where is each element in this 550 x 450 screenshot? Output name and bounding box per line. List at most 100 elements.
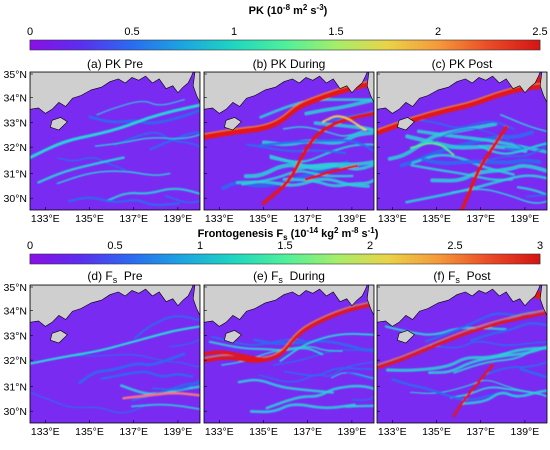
lat-label: 30°N <box>4 193 27 205</box>
map-panel-c <box>376 71 548 211</box>
map-panel-f <box>376 284 548 424</box>
lon-label: 133°E <box>205 426 234 438</box>
lon-label: 137°E <box>466 213 495 225</box>
lat-label: 32°N <box>4 142 27 154</box>
longitude-labels-bottom: 133°E 135°E 137°E 139°E 133°E 135°E 137°E 139°E… <box>31 426 539 438</box>
land-corner <box>366 285 374 316</box>
front-filament <box>237 378 334 394</box>
lat-label: 31°N <box>4 168 27 180</box>
colorbar-tick-label: 1 <box>231 26 237 38</box>
front-filament <box>221 160 350 190</box>
front-filament <box>282 126 374 137</box>
front-filament <box>504 140 547 152</box>
map-panel-e <box>203 284 375 424</box>
front-filament <box>257 138 374 153</box>
front-filament <box>377 311 547 370</box>
colorbar-tick-label: 0 <box>27 240 33 252</box>
front-filament <box>409 379 540 395</box>
map-panel-b <box>203 71 375 211</box>
front-filament <box>30 325 200 365</box>
land-japan <box>377 285 541 327</box>
front-filament <box>68 353 200 368</box>
land-island <box>224 330 242 344</box>
colorbar-fs: Frontogenesis Fs (10-14 kg2 m-8 s-1) 0 0.… <box>27 226 543 265</box>
lon-label: 139°E <box>511 213 540 225</box>
colorbar-tick-label: 2 <box>435 26 441 38</box>
panel-c-title: (c) PK Post <box>432 57 493 71</box>
land-island <box>50 117 68 131</box>
front-filament <box>149 131 200 151</box>
front-filament <box>482 145 547 162</box>
front-filaments <box>30 98 200 207</box>
front-filament <box>106 187 200 202</box>
front-filament <box>525 194 547 198</box>
front-filament <box>460 389 547 406</box>
front-filament <box>377 82 547 131</box>
front-filaments <box>377 74 547 210</box>
latitude-labels-bottom: 35°N 34°N 33°N 32°N 31°N 30°N <box>4 282 27 418</box>
lon-label: 135°E <box>75 213 104 225</box>
front-filament <box>391 378 520 401</box>
front-filament <box>304 98 374 116</box>
front-filament <box>169 338 200 348</box>
lon-label: 139°E <box>511 426 540 438</box>
lon-label: 133°E <box>378 426 407 438</box>
map-panels <box>29 71 548 424</box>
map-panel-a-field <box>30 72 200 210</box>
lat-label: 35°N <box>4 282 27 294</box>
land-japan <box>30 285 194 327</box>
front-filament <box>497 346 547 358</box>
front-filament <box>469 322 547 342</box>
colorbar-pk-title: PK (10-8 m2 s-3) <box>249 3 328 17</box>
land-corner <box>366 72 374 103</box>
lon-label: 139°E <box>338 213 367 225</box>
land-japan <box>204 285 368 327</box>
front-filament <box>30 392 150 414</box>
map-frame <box>376 71 548 211</box>
front-filament <box>204 350 266 362</box>
land-island <box>397 117 415 131</box>
front-filament <box>460 125 508 210</box>
front-filament <box>241 170 354 186</box>
lon-label: 137°E <box>119 213 148 225</box>
front-filament <box>484 361 547 376</box>
lon-label: 133°E <box>205 213 234 225</box>
front-filament <box>246 143 347 155</box>
lat-label: 32°N <box>4 355 27 367</box>
front-filament <box>261 111 374 205</box>
land-corner <box>192 285 200 316</box>
colorbar-tick-label: 2 <box>367 240 373 252</box>
map-panel-c-field <box>377 72 547 210</box>
panel-d-title: (d) Fs Pre <box>87 269 143 285</box>
front-filament <box>478 142 547 155</box>
front-filament <box>279 332 374 362</box>
front-filament <box>134 315 200 339</box>
land-corner <box>539 72 547 103</box>
lat-label: 33°N <box>4 330 27 342</box>
colorbar-tick-label: 1 <box>197 240 203 252</box>
land-japan <box>377 72 541 114</box>
front-filaments <box>204 79 374 205</box>
front-filament <box>421 157 542 166</box>
panel-e-title: (e) Fs During <box>253 269 325 285</box>
map-frame <box>29 284 201 424</box>
front-filament <box>351 396 374 402</box>
latitude-labels-top: 35°N 34°N 33°N 32°N 31°N 30°N <box>4 69 27 205</box>
front-filament <box>221 346 343 366</box>
front-filament <box>259 98 374 119</box>
colorbar-tick-label: 0.5 <box>107 240 122 252</box>
lon-label: 137°E <box>466 426 495 438</box>
map-panel-d-field <box>30 285 200 423</box>
front-filament <box>30 103 200 160</box>
front-filament <box>296 159 374 171</box>
front-filament <box>96 98 185 116</box>
map-panel-e-field <box>204 285 374 423</box>
front-filament <box>386 351 510 372</box>
lat-label: 33°N <box>4 117 27 129</box>
front-filament <box>346 371 374 382</box>
front-filament <box>122 392 200 400</box>
lon-label: 133°E <box>378 213 407 225</box>
front-filament <box>204 300 374 359</box>
land-japan <box>204 72 368 114</box>
